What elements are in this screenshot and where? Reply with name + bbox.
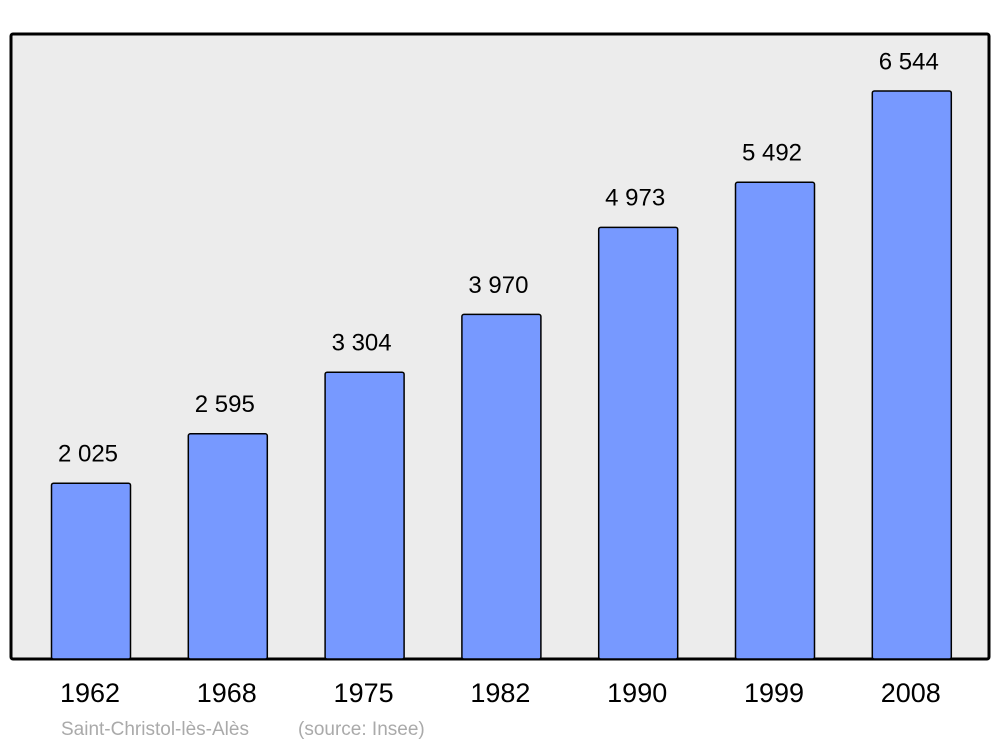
x-tick-label: 1990 — [607, 678, 667, 708]
bar — [187, 433, 269, 660]
value-label: 2 595 — [195, 391, 255, 418]
x-tick-label: 2008 — [881, 678, 941, 708]
value-label: 3 304 — [332, 330, 392, 357]
bar — [50, 482, 132, 660]
chart-title: Saint-Christol-lès-Alès — [61, 719, 249, 740]
value-label: 5 492 — [742, 140, 802, 167]
value-label: 6 544 — [879, 48, 939, 75]
x-tick-label: 1982 — [470, 678, 530, 708]
bar — [597, 226, 679, 660]
source-note: (source: Insee) — [298, 719, 425, 740]
bar — [871, 90, 953, 660]
x-tick-label: 1975 — [334, 678, 394, 708]
bar — [461, 313, 542, 660]
x-tick-label: 1999 — [744, 678, 804, 708]
value-label: 3 970 — [468, 272, 528, 299]
value-label: 2 025 — [58, 441, 118, 468]
x-tick-label: 1968 — [197, 678, 257, 708]
bar — [734, 181, 816, 660]
x-tick-label: 1962 — [60, 678, 120, 708]
value-label: 4 973 — [605, 185, 665, 212]
bar — [324, 371, 405, 660]
